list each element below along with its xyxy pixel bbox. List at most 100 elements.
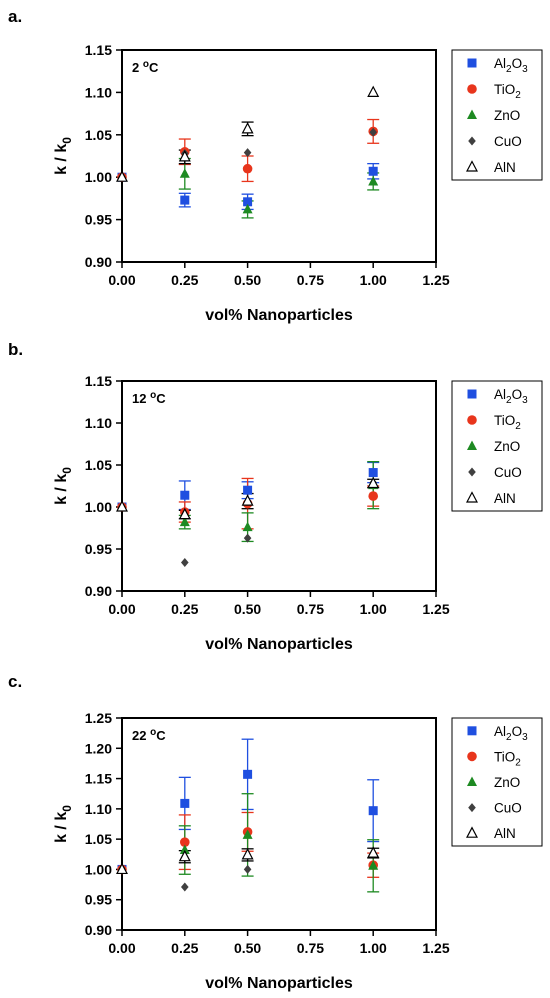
legend-label: Al2O3 [494,387,528,406]
data-point [178,849,191,862]
legend-label: ZnO [494,439,520,454]
x-tick-label: 0.50 [234,940,261,956]
legend-label-subscript: 2 [506,732,512,743]
data-point [368,468,378,478]
legend-label: AlN [494,491,516,506]
y-tick-label: 1.05 [85,831,112,847]
series-zno [178,793,380,893]
y-tick-label: 0.95 [85,212,112,228]
legend-marker [466,491,478,503]
legend-label-subscript: 3 [522,732,528,743]
legend-label-part: Al [494,724,506,739]
legend-label-subscript: 2 [515,90,521,101]
chart-panel: a. 0.90 0.95 1.00 1.05 1.10 1.15 0.00 0.25 0.50 0.… [8,7,543,324]
degree-symbol: o [150,390,156,401]
legend-label-part: AlN [494,160,516,175]
data-point [368,860,379,870]
x-tick-label: 1.00 [360,272,387,288]
data-point [241,494,254,506]
x-tick-label: 0.25 [171,601,198,617]
x-axis-title: vol% Nanoparticles [205,975,353,992]
legend-box [451,717,543,847]
legend-label: TiO2 [494,413,521,432]
y-tick-label: 0.95 [85,541,112,557]
x-tick-label: 0.25 [171,940,198,956]
data-point [180,798,190,808]
y-tick-label: 0.90 [85,583,112,599]
legend-label-part: ZnO [494,439,520,454]
y-tick-label: 1.15 [85,373,112,389]
y-tick-label: 0.95 [85,892,112,908]
series-zno [178,460,380,543]
data-point [367,846,380,858]
legend-label-part: Al [494,387,506,402]
series-markers [116,846,380,875]
legend-label: TiO2 [494,82,521,101]
data-point [180,837,190,847]
x-tick-label: 0.25 [171,272,198,288]
data-point [116,170,128,182]
legend-marker [467,726,477,736]
legend-label-part: ZnO [494,108,520,123]
y-tick-label: 1.20 [85,740,112,756]
x-tick-label: 0.00 [108,940,135,956]
series-markers [116,85,380,182]
data-point [243,533,252,543]
data-point [243,197,253,207]
x-tick-label: 0.00 [108,601,135,617]
temperature-unit: C [149,60,159,75]
degree-symbol: o [150,727,156,738]
x-tick-label: 1.25 [422,940,449,956]
legend-label-subscript: 3 [522,395,528,406]
y-axis-title: k / k0 [53,137,74,175]
data-point [369,127,377,137]
series-al2o3 [178,738,380,843]
legend-label-subscript: 3 [522,64,528,75]
data-point [180,195,190,205]
legend-label-part: TiO [494,82,515,97]
panel-label: b. [8,340,23,359]
data-point [367,476,380,489]
series-al2o3 [178,461,380,511]
x-axis-title: vol% Nanoparticles [205,636,353,653]
y-tick-label: 1.05 [85,127,112,143]
legend-marker [467,84,477,94]
series-tio2 [178,477,380,530]
y-axis-title-main: k / k [53,812,70,843]
y-tick-label: 1.10 [85,415,112,431]
x-tick-label: 0.50 [234,272,261,288]
legend-label: CuO [494,465,522,480]
temperature-value: 2 [132,60,143,75]
series-zno [178,157,380,219]
series-al2o3 [178,162,380,211]
y-axis-title-main: k / k [53,144,70,175]
legend-label-part: CuO [494,134,522,149]
legend-label: ZnO [494,108,520,123]
legend-label-part: CuO [494,465,522,480]
data-point [179,168,190,178]
y-tick-label: 0.90 [85,922,112,938]
y-axis-title-subscript: 0 [60,137,74,144]
temperature-value: 12 [132,391,150,406]
data-point [243,148,252,158]
legend-label-part: AlN [494,491,516,506]
series-tio2 [178,118,380,183]
legend-box [451,380,543,512]
legend-box [451,49,543,181]
plot-frame [121,49,437,263]
x-tick-label: 1.00 [360,940,387,956]
y-tick-label: 1.00 [85,861,112,877]
plot-frame [121,380,437,592]
legend-label-part: CuO [494,801,522,816]
data-point [368,806,378,816]
series-aln [178,847,380,864]
legend-label-part: AlN [494,826,516,841]
legend-label-part: ZnO [494,775,520,790]
data-point [242,829,253,839]
y-tick-label: 1.10 [85,801,112,817]
x-tick-label: 0.75 [297,272,324,288]
data-point [181,557,189,567]
